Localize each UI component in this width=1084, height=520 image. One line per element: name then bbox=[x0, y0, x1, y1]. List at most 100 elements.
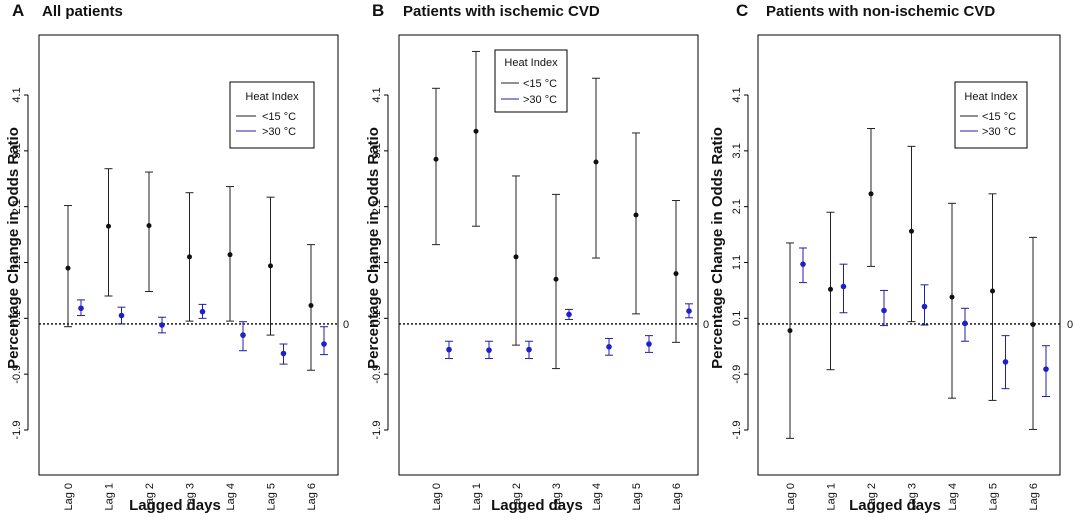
point-hot bbox=[840, 283, 847, 290]
x-tick-label: Lag 3 bbox=[551, 483, 563, 511]
legend-box bbox=[494, 49, 568, 113]
legend-label-cold: <15 °C bbox=[262, 111, 296, 123]
point-hot bbox=[280, 350, 287, 357]
panel-title: All patients bbox=[42, 3, 123, 20]
y-axis-title: Percentage Change in Odds Ratio bbox=[709, 127, 726, 369]
y-tick-label: 4.1 bbox=[731, 87, 743, 102]
point-cold bbox=[553, 276, 559, 282]
y-tick-label: 3.1 bbox=[371, 143, 383, 158]
y-tick-label: 3.1 bbox=[11, 143, 23, 158]
point-hot bbox=[606, 344, 612, 350]
point-hot bbox=[78, 305, 84, 312]
point-cold bbox=[65, 265, 71, 271]
y-tick-label: -1.9 bbox=[11, 421, 23, 440]
point-hot bbox=[566, 311, 572, 318]
point-hot bbox=[118, 312, 125, 319]
reference-line-label: 0 bbox=[703, 319, 709, 331]
point-cold bbox=[268, 263, 273, 269]
reference-line-label: 0 bbox=[1067, 319, 1073, 331]
x-axis-title: Lagged days bbox=[491, 497, 583, 514]
x-tick-label: Lag 1 bbox=[826, 483, 838, 511]
y-tick-label: -0.9 bbox=[11, 365, 23, 384]
point-cold bbox=[673, 271, 679, 277]
x-tick-label: Lag 4 bbox=[947, 483, 959, 511]
point-cold bbox=[513, 254, 519, 260]
x-tick-label: Lag 2 bbox=[144, 483, 156, 511]
x-tick-label: Lag 4 bbox=[225, 483, 237, 511]
y-tick-label: -0.9 bbox=[731, 365, 743, 384]
x-tick-label: Lag 1 bbox=[471, 483, 483, 511]
y-tick-label: -1.9 bbox=[371, 421, 383, 440]
x-axis-title: Lagged days bbox=[849, 497, 941, 514]
panel-letter: A bbox=[12, 1, 24, 20]
plot-frame bbox=[398, 34, 699, 476]
legend-title: Heat Index bbox=[964, 91, 1018, 103]
point-cold bbox=[227, 252, 233, 258]
point-hot bbox=[881, 307, 887, 314]
x-tick-label: Lag 4 bbox=[591, 483, 603, 511]
x-tick-label: Lag 6 bbox=[671, 483, 683, 511]
point-cold bbox=[828, 286, 833, 292]
x-axis-title: Lagged days bbox=[129, 497, 221, 514]
point-hot bbox=[800, 261, 806, 267]
y-tick-label: 4.1 bbox=[371, 87, 383, 102]
point-cold bbox=[633, 212, 639, 218]
point-hot bbox=[921, 303, 928, 310]
point-hot bbox=[486, 347, 492, 353]
x-tick-label: Lag 6 bbox=[1028, 483, 1040, 511]
panel-letter: B bbox=[372, 1, 384, 20]
plot-frame bbox=[38, 34, 339, 476]
x-tick-label: Lag 1 bbox=[104, 483, 116, 511]
legend-title: Heat Index bbox=[245, 91, 299, 103]
point-hot bbox=[526, 346, 532, 353]
y-tick-label: 1.1 bbox=[11, 255, 23, 270]
point-hot bbox=[240, 332, 246, 338]
x-tick-label: Lag 5 bbox=[631, 483, 643, 511]
point-hot bbox=[1043, 366, 1049, 372]
point-hot bbox=[1002, 359, 1009, 365]
point-hot bbox=[962, 320, 968, 327]
x-tick-label: Lag 0 bbox=[785, 483, 797, 511]
x-tick-label: Lag 5 bbox=[266, 483, 278, 511]
point-hot bbox=[321, 341, 327, 347]
point-cold bbox=[106, 223, 111, 229]
x-tick-label: Lag 6 bbox=[306, 483, 318, 511]
point-cold bbox=[187, 254, 192, 260]
point-cold bbox=[909, 228, 914, 234]
point-hot bbox=[646, 341, 652, 347]
panel-a: A All patients Percentage Change in Odds… bbox=[5, 1, 349, 514]
point-cold bbox=[473, 128, 479, 134]
legend-box bbox=[954, 81, 1028, 149]
y-tick-label: 0.1 bbox=[11, 311, 23, 326]
point-cold bbox=[593, 159, 599, 165]
legend-box bbox=[229, 81, 315, 149]
y-tick-label: 0.1 bbox=[731, 311, 743, 326]
x-tick-label: Lag 5 bbox=[988, 483, 1000, 511]
y-tick-label: 1.1 bbox=[371, 255, 383, 270]
legend-title: Heat Index bbox=[504, 57, 558, 69]
legend-label-hot: >30 °C bbox=[523, 94, 557, 106]
x-tick-label: Lag 0 bbox=[63, 483, 75, 511]
y-axis-title: Percentage Change in Odds Ratio bbox=[365, 127, 382, 369]
y-tick-label: 0.1 bbox=[371, 311, 383, 326]
legend-label-cold: <15 °C bbox=[523, 78, 557, 90]
y-tick-label: -1.9 bbox=[731, 421, 743, 440]
legend-label-hot: >30 °C bbox=[262, 126, 296, 138]
x-tick-label: Lag 2 bbox=[511, 483, 523, 511]
y-tick-label: 1.1 bbox=[731, 255, 743, 270]
x-tick-label: Lag 3 bbox=[907, 483, 919, 511]
point-cold bbox=[308, 302, 314, 308]
x-tick-label: Lag 2 bbox=[866, 483, 878, 511]
y-tick-label: 3.1 bbox=[731, 143, 743, 158]
legend-label-hot: >30 °C bbox=[982, 126, 1016, 138]
y-tick-label: -0.9 bbox=[371, 365, 383, 384]
y-axis-title: Percentage Change in Odds Ratio bbox=[5, 127, 22, 369]
y-tick-label: 4.1 bbox=[11, 87, 23, 102]
panel-b: B Patients with ischemic CVD Percentage … bbox=[365, 1, 709, 514]
point-cold bbox=[949, 294, 955, 300]
panel-c: C Patients with non-ischemic CVD Percent… bbox=[709, 1, 1073, 514]
